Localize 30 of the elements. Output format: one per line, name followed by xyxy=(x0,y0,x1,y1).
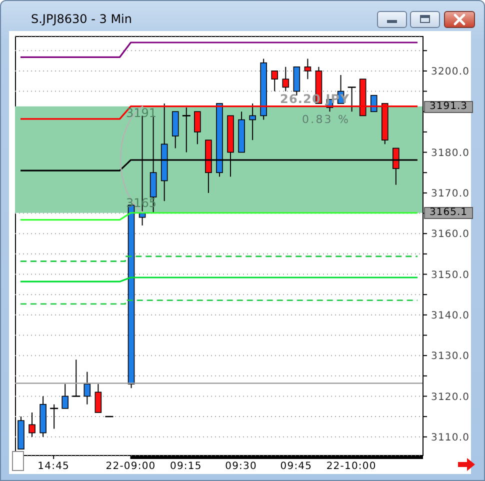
candlestick xyxy=(282,66,290,92)
y-tick-label: 3200.0 xyxy=(431,66,470,78)
text: 3191.3 xyxy=(430,101,468,112)
x-tick-label: 22-09:00 xyxy=(106,461,156,472)
candlestick xyxy=(94,384,102,413)
y-tick-label: 3160.0 xyxy=(431,229,470,240)
candlestick xyxy=(304,58,312,80)
x-tick-label: 09:45 xyxy=(280,461,312,472)
y-tick-label: 3120.0 xyxy=(431,392,470,403)
y-tick-label: 3150.0 xyxy=(431,270,470,281)
text: 3165.1 xyxy=(430,207,468,218)
candlestick xyxy=(62,384,69,409)
candlestick xyxy=(370,94,378,112)
y-tick-label: 3170.0 xyxy=(431,188,470,200)
candlestick xyxy=(28,412,36,438)
candlestick xyxy=(194,111,201,145)
y-tick-label: 3140.0 xyxy=(431,310,470,322)
x-tick-label: 09:15 xyxy=(170,461,202,472)
y-tick-label: 3180.0 xyxy=(431,148,470,159)
annotation: 0.83 % xyxy=(302,113,350,126)
annotation: 3191 xyxy=(126,106,157,120)
chart-title: S.JPJ8630 - 3 Min xyxy=(31,12,132,26)
y-tick-label: 3110.0 xyxy=(431,432,470,444)
x-tick-label: 22-10:00 xyxy=(326,461,376,472)
candlestick xyxy=(249,102,256,141)
x-tick-label: 14:45 xyxy=(38,461,70,472)
x-tick-label: 09:30 xyxy=(225,461,257,472)
y-tick-label: 3130.0 xyxy=(431,351,470,362)
candlestick xyxy=(271,70,278,92)
candlestick xyxy=(84,371,91,405)
